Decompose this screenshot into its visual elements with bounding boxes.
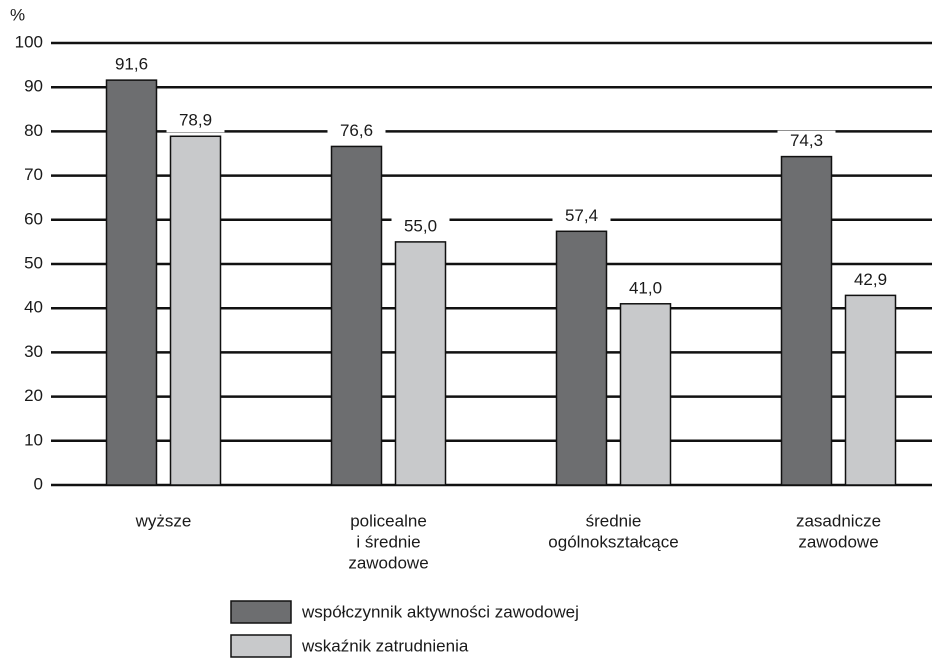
value-label-bg	[616, 277, 675, 300]
value-label: 76,6	[340, 121, 373, 140]
bar	[105, 79, 158, 486]
legend-swatch	[230, 634, 292, 658]
value-label-bg	[102, 54, 161, 77]
value-label-bg	[841, 269, 900, 292]
legend-label: wskaźnik zatrudnienia	[301, 636, 469, 655]
value-label-bg	[552, 205, 611, 228]
y-tick-label: 60	[24, 209, 43, 228]
y-tick-label: 0	[34, 474, 43, 493]
y-tick-label: 100	[15, 32, 43, 51]
y-axis-label: %	[10, 5, 25, 24]
bar	[169, 135, 222, 486]
value-label: 74,3	[790, 131, 823, 150]
bar	[844, 294, 897, 486]
bar	[555, 230, 608, 486]
value-label-bg	[777, 130, 836, 153]
x-tick-label: wyższe	[135, 511, 192, 530]
y-tick-label: 20	[24, 386, 43, 405]
value-label: 91,6	[115, 55, 148, 74]
value-label-bg	[391, 215, 450, 238]
y-tick-label: 50	[24, 253, 43, 272]
bar	[780, 155, 833, 486]
bar	[330, 145, 383, 486]
x-tick-label: i średnie	[356, 532, 420, 551]
x-tick-label: zawodowe	[798, 532, 878, 551]
legend-label: współczynnik aktywności zawodowej	[301, 602, 579, 621]
x-tick-label: ogólnokształcące	[548, 532, 678, 551]
bar	[619, 303, 672, 486]
y-tick-label: 90	[24, 77, 43, 96]
value-label-bg	[327, 120, 386, 143]
y-tick-label: 80	[24, 121, 43, 140]
x-tick-label: policealne	[350, 511, 427, 530]
value-label: 42,9	[854, 270, 887, 289]
x-tick-label: średnie	[586, 511, 642, 530]
value-label: 78,9	[179, 111, 212, 130]
y-tick-label: 30	[24, 342, 43, 361]
value-label: 55,0	[404, 216, 437, 235]
y-tick-label: 70	[24, 165, 43, 184]
x-tick-label: zasadnicze	[796, 511, 881, 530]
y-tick-label: 40	[24, 298, 43, 317]
bar	[394, 241, 447, 486]
value-label: 41,0	[629, 278, 662, 297]
x-tick-label: zawodowe	[348, 553, 428, 572]
legend-swatch	[230, 600, 292, 624]
value-label-bg	[166, 110, 225, 133]
value-label: 57,4	[565, 206, 598, 225]
y-tick-label: 10	[24, 430, 43, 449]
